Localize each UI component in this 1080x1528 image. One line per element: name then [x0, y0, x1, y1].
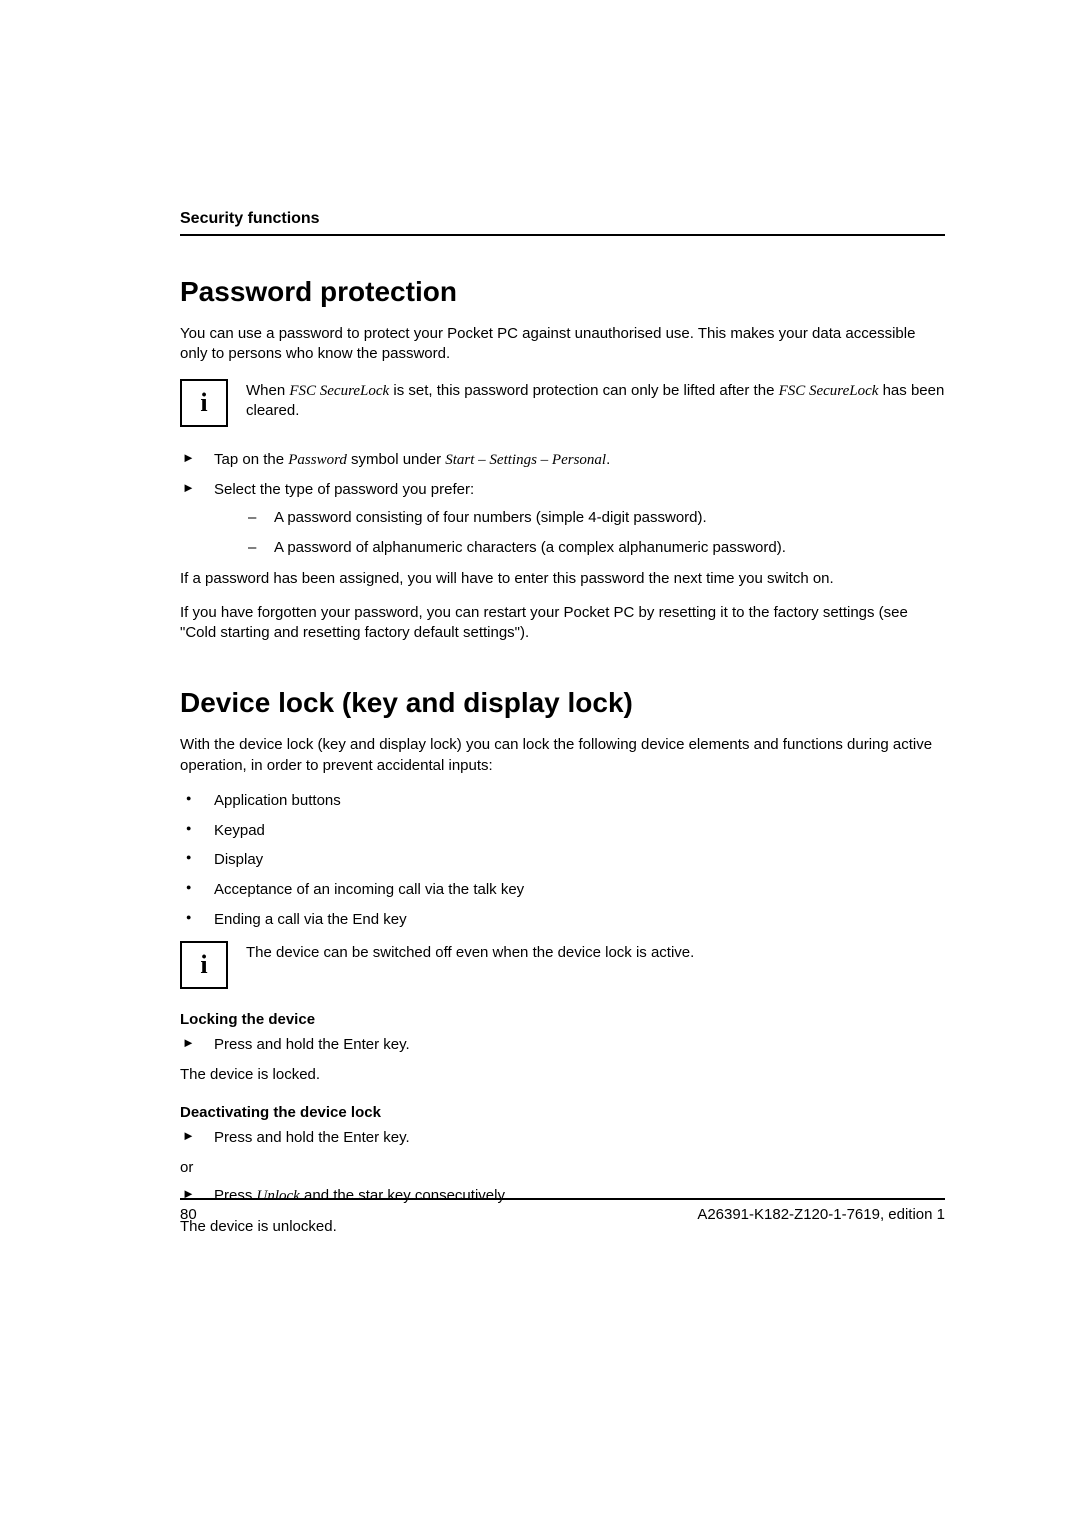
- page-footer: 80 A26391-K182-Z120-1-7619, edition 1: [180, 1198, 945, 1223]
- info-icon: i: [180, 379, 228, 427]
- footer-rule: [180, 1198, 945, 1200]
- bullet-item: Application buttons: [180, 790, 945, 812]
- sub-item: A password of alphanumeric characters (a…: [214, 537, 945, 559]
- header-rule: [180, 234, 945, 236]
- sub-list: A password consisting of four numbers (s…: [214, 507, 945, 559]
- bullet-item: Display: [180, 849, 945, 871]
- info-block-1: i When FSC SecureLock is set, this passw…: [180, 379, 945, 427]
- bullet-item: Keypad: [180, 820, 945, 842]
- t: Start – Settings – Personal: [445, 452, 606, 468]
- section-title-devicelock: Device lock (key and display lock): [180, 687, 945, 719]
- page: Security functions Password protection Y…: [0, 0, 1080, 1528]
- t: .: [606, 451, 610, 468]
- t: Tap on the: [214, 451, 288, 468]
- para-2: If a password has been assigned, you wil…: [180, 569, 945, 589]
- info-text-1: When FSC SecureLock is set, this passwor…: [246, 379, 945, 422]
- step-item: Tap on the Password symbol under Start –…: [180, 449, 945, 472]
- t: symbol under: [347, 451, 445, 468]
- section-title-password: Password protection: [180, 276, 945, 308]
- t: is set, this password protection can onl…: [389, 382, 778, 399]
- step-item: Press and hold the Enter key.: [180, 1034, 945, 1056]
- bullet-item: Acceptance of an incoming call via the t…: [180, 879, 945, 901]
- bullet-list: Application buttons Keypad Display Accep…: [180, 790, 945, 931]
- para-intro-2: With the device lock (key and display lo…: [180, 735, 945, 776]
- t: FSC SecureLock: [779, 383, 879, 399]
- info-block-2: i The device can be switched off even wh…: [180, 941, 945, 989]
- para-intro-1: You can use a password to protect your P…: [180, 324, 945, 365]
- lock-result: The device is locked.: [180, 1065, 945, 1085]
- para-3: If you have forgotten your password, you…: [180, 603, 945, 644]
- t: Select the type of password you prefer:: [214, 481, 474, 498]
- sub-item: A password consisting of four numbers (s…: [214, 507, 945, 529]
- bullet-item: Ending a call via the End key: [180, 909, 945, 931]
- t: FSC SecureLock: [289, 383, 389, 399]
- page-number: 80: [180, 1206, 197, 1223]
- subhead-locking: Locking the device: [180, 1011, 945, 1028]
- t: Password: [288, 452, 347, 468]
- running-head: Security functions: [180, 210, 945, 228]
- step-list-lock: Press and hold the Enter key.: [180, 1034, 945, 1056]
- doc-id: A26391-K182-Z120-1-7619, edition 1: [697, 1206, 945, 1223]
- subhead-unlocking: Deactivating the device lock: [180, 1104, 945, 1121]
- step-list-unlock-1: Press and hold the Enter key.: [180, 1127, 945, 1149]
- step-item: Press and hold the Enter key.: [180, 1127, 945, 1149]
- info-icon: i: [180, 941, 228, 989]
- step-list-1: Tap on the Password symbol under Start –…: [180, 449, 945, 559]
- or-text: or: [180, 1158, 945, 1178]
- step-item: Select the type of password you prefer: …: [180, 479, 945, 558]
- t: When: [246, 382, 289, 399]
- info-text-2: The device can be switched off even when…: [246, 941, 694, 963]
